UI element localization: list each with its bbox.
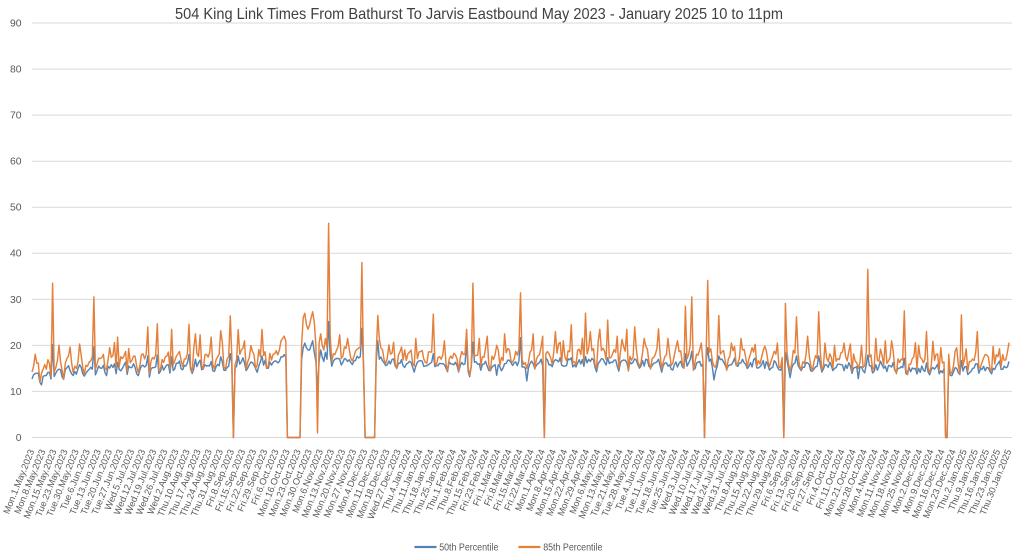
svg-text:50: 50 bbox=[10, 203, 22, 214]
svg-text:504 King Link Times From Bathu: 504 King Link Times From Bathurst To Jar… bbox=[175, 6, 783, 23]
svg-text:85th Percentile: 85th Percentile bbox=[543, 543, 602, 554]
svg-text:70: 70 bbox=[10, 111, 22, 122]
svg-text:30: 30 bbox=[10, 295, 22, 306]
svg-text:50th Percentile: 50th Percentile bbox=[439, 543, 498, 554]
svg-text:60: 60 bbox=[10, 157, 22, 168]
svg-text:10: 10 bbox=[10, 387, 22, 398]
svg-text:80: 80 bbox=[10, 65, 22, 76]
svg-text:0: 0 bbox=[16, 433, 22, 444]
svg-text:90: 90 bbox=[10, 18, 22, 29]
svg-text:20: 20 bbox=[10, 341, 22, 352]
svg-text:40: 40 bbox=[10, 249, 22, 260]
